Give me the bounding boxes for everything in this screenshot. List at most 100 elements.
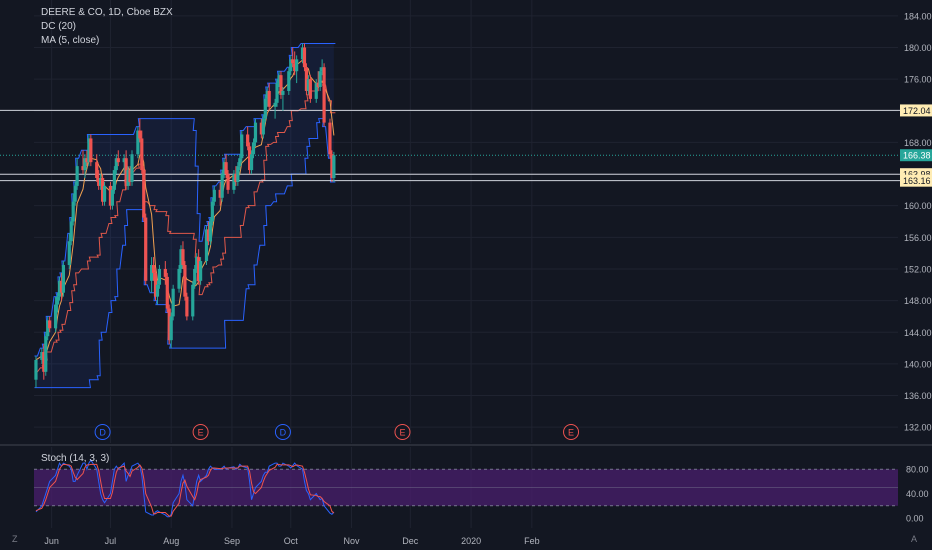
candle-body	[328, 122, 332, 155]
candle-body	[130, 154, 134, 182]
candle-body	[150, 265, 154, 281]
timezone-icon[interactable]: Z	[12, 534, 18, 544]
candle-body	[293, 63, 297, 72]
candle	[291, 47, 295, 68]
price-label: 163.16	[903, 176, 931, 186]
candle	[167, 304, 171, 345]
price-label-tag	[900, 174, 932, 187]
candle-body	[99, 177, 103, 186]
candle	[302, 43, 307, 72]
x-tick-label: Dec	[402, 536, 419, 546]
candle	[44, 332, 48, 376]
candle-body	[246, 134, 250, 147]
candle-body	[212, 189, 216, 202]
candle	[330, 150, 334, 182]
candle-body	[238, 158, 242, 167]
candle-body	[224, 162, 228, 175]
candle	[61, 261, 65, 297]
candle	[73, 181, 77, 206]
candle	[206, 221, 211, 246]
earnings-marker	[563, 424, 580, 440]
candle-body	[144, 217, 148, 281]
price-label-tag	[900, 104, 932, 117]
candle-body	[281, 90, 285, 95]
candle-body	[259, 122, 263, 135]
candle	[234, 166, 238, 186]
candle	[151, 257, 156, 281]
stoch-line	[35, 459, 335, 518]
candle-body	[261, 118, 265, 135]
candle-body	[67, 241, 71, 266]
candle	[59, 272, 64, 301]
candle-body	[101, 177, 105, 202]
candle	[181, 241, 185, 269]
candle	[204, 225, 209, 266]
candle-body	[153, 272, 158, 297]
candle	[177, 265, 181, 293]
candle	[208, 217, 212, 246]
candle	[140, 130, 144, 175]
candle-body	[267, 90, 271, 107]
candle-body	[61, 265, 65, 293]
donchian-fill	[35, 43, 334, 388]
candle	[128, 166, 132, 186]
candle	[144, 213, 148, 285]
candle	[55, 292, 60, 313]
candle-body	[232, 174, 236, 190]
dividend-marker	[94, 424, 111, 440]
candle	[136, 126, 140, 159]
candle-body	[40, 352, 44, 360]
stoch-band	[34, 469, 898, 506]
candle-body	[318, 71, 322, 88]
candle	[150, 257, 154, 293]
candle	[40, 348, 44, 364]
candle	[318, 67, 322, 91]
candle-body	[179, 249, 183, 269]
candle	[195, 253, 199, 273]
stoch-line	[35, 463, 335, 517]
candle-body	[277, 75, 281, 84]
candle	[101, 174, 105, 206]
candle-body	[165, 276, 169, 309]
candle-body	[102, 185, 107, 202]
candle	[259, 118, 263, 139]
candle-body	[81, 166, 85, 171]
candle-body	[304, 67, 309, 91]
auto-scale-button[interactable]: A	[911, 534, 918, 544]
earnings-marker-label: E	[399, 428, 405, 438]
candle	[183, 261, 187, 301]
candle	[265, 87, 269, 107]
y-tick-label: 184.00	[904, 11, 932, 21]
candle	[99, 174, 103, 190]
y-tick-label: 180.00	[904, 43, 932, 53]
candle-body	[218, 189, 222, 198]
y-tick-label: 144.00	[904, 328, 932, 338]
candle-body	[126, 170, 130, 186]
candle	[224, 154, 228, 178]
candle-body	[195, 257, 199, 269]
candle	[322, 63, 326, 127]
candle	[142, 166, 146, 222]
candle-body	[114, 158, 118, 171]
candle-body	[69, 221, 73, 242]
candle	[48, 316, 52, 333]
x-tick-label: Jul	[105, 536, 117, 546]
candle	[53, 296, 58, 333]
candle-body	[55, 296, 60, 305]
candle-body	[116, 158, 120, 163]
earnings-marker	[192, 424, 209, 440]
candle-body	[169, 316, 173, 341]
candle	[220, 170, 224, 202]
candle	[114, 154, 118, 175]
candle	[277, 71, 281, 88]
y-tick-label: 140.00	[904, 359, 932, 369]
candle	[249, 150, 254, 175]
candle	[95, 154, 99, 182]
candle	[304, 63, 309, 95]
candle-body	[289, 59, 293, 72]
candle-body	[320, 67, 324, 72]
candle-body	[171, 288, 175, 317]
candle	[102, 181, 107, 206]
stoch-legend: Stoch (14, 3, 3)	[41, 453, 110, 464]
